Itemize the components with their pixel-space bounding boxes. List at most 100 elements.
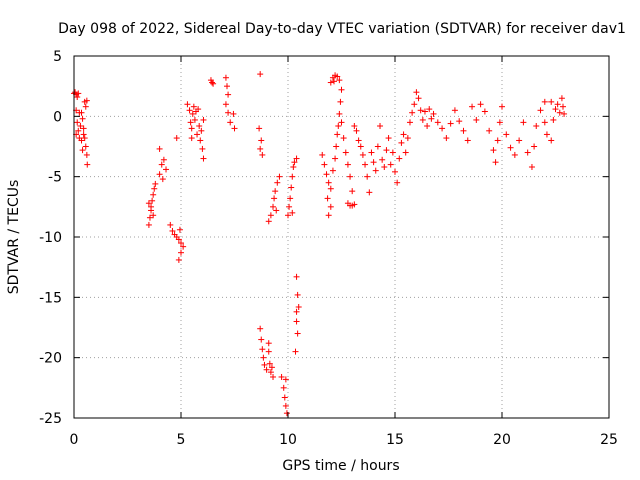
data-point xyxy=(340,135,347,142)
data-point xyxy=(149,197,156,204)
data-point xyxy=(447,120,454,127)
data-point xyxy=(199,145,206,152)
data-point xyxy=(224,83,231,90)
data-point xyxy=(333,143,340,150)
data-point xyxy=(559,103,566,110)
data-point xyxy=(222,74,229,81)
data-point xyxy=(494,137,501,144)
data-point xyxy=(84,161,91,168)
data-point xyxy=(257,325,264,332)
data-point xyxy=(511,151,518,158)
data-point xyxy=(357,143,364,150)
data-point xyxy=(146,214,153,221)
grid-lines xyxy=(74,56,609,418)
data-point xyxy=(561,110,568,117)
data-point xyxy=(541,119,548,126)
data-point xyxy=(259,346,266,353)
data-point xyxy=(79,147,86,154)
data-point xyxy=(338,86,345,93)
data-point xyxy=(533,122,540,129)
data-point xyxy=(370,159,377,166)
x-axis-label: GPS time / hours xyxy=(282,458,399,474)
data-point xyxy=(324,195,331,202)
data-points xyxy=(71,71,568,417)
x-tick-labels: 0 5 10 15 20 25 xyxy=(70,432,618,448)
data-point xyxy=(160,156,167,163)
data-point xyxy=(83,97,90,104)
data-point xyxy=(411,101,418,108)
data-point xyxy=(550,116,557,123)
data-point xyxy=(486,127,493,134)
data-point xyxy=(289,209,296,216)
data-point xyxy=(270,203,277,210)
data-point xyxy=(190,103,197,110)
data-point xyxy=(329,167,336,174)
data-point xyxy=(323,171,330,178)
data-point xyxy=(402,149,409,156)
data-point xyxy=(347,173,354,180)
data-point xyxy=(268,364,275,371)
data-point xyxy=(541,98,548,105)
data-point xyxy=(293,318,300,325)
data-point xyxy=(385,135,392,142)
data-point xyxy=(186,107,193,114)
data-point xyxy=(520,119,527,126)
data-point xyxy=(276,173,283,180)
axis-ticks xyxy=(73,55,610,419)
data-point xyxy=(175,236,182,243)
data-point xyxy=(227,119,234,126)
data-point xyxy=(558,95,565,102)
y-tick-label: -20 xyxy=(39,351,62,367)
data-point xyxy=(150,212,157,219)
data-point xyxy=(409,109,416,116)
data-point xyxy=(200,155,207,162)
data-point xyxy=(554,101,561,108)
data-point xyxy=(178,240,184,247)
data-point xyxy=(283,410,290,417)
data-point xyxy=(293,273,300,280)
data-point xyxy=(531,143,538,150)
data-point xyxy=(359,151,366,158)
y-tick-label: -15 xyxy=(39,290,62,306)
data-point xyxy=(421,108,428,115)
data-point xyxy=(77,122,84,129)
data-point xyxy=(413,89,420,96)
data-point xyxy=(80,131,87,138)
y-tick-label: -25 xyxy=(39,411,62,427)
data-point xyxy=(469,103,476,110)
data-point xyxy=(148,203,155,210)
x-tick-label: 5 xyxy=(177,432,186,448)
data-point xyxy=(507,144,514,151)
data-point xyxy=(396,155,403,162)
data-point xyxy=(78,137,85,144)
data-point xyxy=(266,360,273,367)
data-point xyxy=(349,188,356,195)
data-point xyxy=(496,119,503,126)
data-point xyxy=(280,384,287,391)
data-point xyxy=(270,373,277,380)
data-point xyxy=(198,127,205,134)
data-point xyxy=(451,107,458,114)
data-point xyxy=(336,77,343,84)
data-point xyxy=(178,249,184,256)
y-tick-label: -10 xyxy=(39,230,62,246)
data-point xyxy=(194,131,201,138)
data-point xyxy=(152,180,159,187)
data-point xyxy=(290,164,297,171)
data-point xyxy=(258,137,265,144)
data-point xyxy=(158,161,165,168)
data-point xyxy=(430,110,437,117)
data-point xyxy=(327,79,334,86)
data-point xyxy=(81,135,88,142)
data-point xyxy=(337,98,344,105)
data-point xyxy=(295,303,302,310)
data-point xyxy=(439,125,446,132)
data-point xyxy=(231,125,238,132)
data-point xyxy=(374,143,381,150)
data-point xyxy=(419,116,426,123)
data-point xyxy=(351,122,358,129)
data-point xyxy=(434,119,441,126)
data-point xyxy=(443,135,450,142)
y-tick-label: -5 xyxy=(48,170,62,186)
